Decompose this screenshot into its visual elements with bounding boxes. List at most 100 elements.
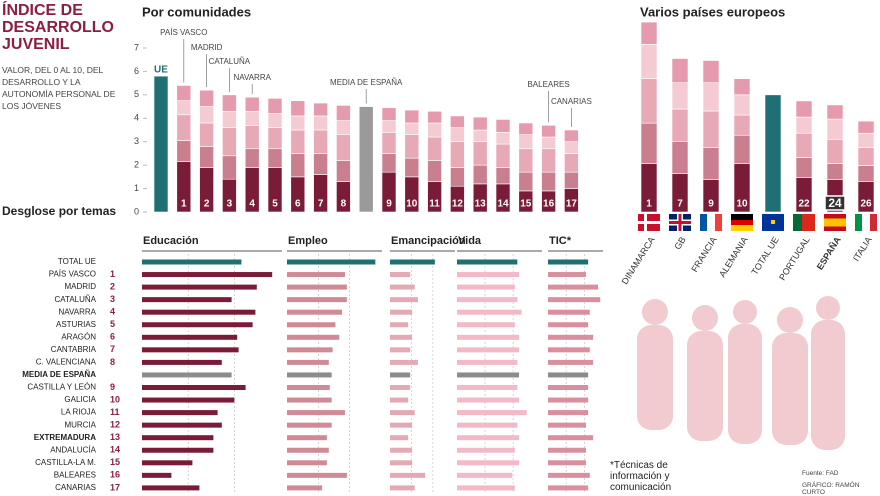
bar-rank: 17 xyxy=(566,199,578,210)
bar-annotation: UE xyxy=(154,65,168,76)
bar-segment xyxy=(313,115,328,131)
bar-annotation: PAÍS VASCO xyxy=(160,28,207,37)
country-label: FRANCIA xyxy=(689,235,718,274)
flag xyxy=(855,214,877,231)
bar xyxy=(548,272,586,278)
bar xyxy=(457,422,518,428)
bar-segment xyxy=(336,120,351,135)
bar-segment xyxy=(290,153,306,178)
bar-segment xyxy=(199,146,214,168)
row-rank: 11 xyxy=(110,407,120,417)
row-label: ASTURIAS xyxy=(56,320,96,329)
bar xyxy=(548,485,589,491)
bar xyxy=(457,472,513,478)
y-tick-label: 2 xyxy=(134,160,139,170)
bar xyxy=(390,385,411,390)
bar-segment xyxy=(199,89,214,107)
bar-rank: 1 xyxy=(646,199,652,210)
bar-segment xyxy=(427,160,442,182)
bar xyxy=(287,460,327,466)
bar-segment xyxy=(733,114,751,136)
chart-title: Varios países europeos xyxy=(640,4,785,19)
row-label: GALICIA xyxy=(64,395,96,404)
bar xyxy=(390,284,415,290)
bar-segment xyxy=(541,148,556,173)
row-label: CANTABRIA xyxy=(51,345,97,354)
row-label: CASTILLA Y LEÓN xyxy=(27,383,96,392)
bar-rank: 6 xyxy=(295,199,301,210)
flag-part xyxy=(731,225,753,231)
bar-segment xyxy=(671,108,689,142)
bar-segment xyxy=(222,155,237,180)
bar xyxy=(142,347,239,353)
bar xyxy=(548,397,589,403)
bar-segment xyxy=(702,147,720,180)
bar xyxy=(142,460,193,466)
bar xyxy=(457,347,520,353)
flag xyxy=(669,214,691,231)
flag-part xyxy=(669,221,691,224)
flag xyxy=(793,214,815,231)
bar-segment xyxy=(857,147,875,166)
bar-segment xyxy=(671,141,689,174)
country-label: DINAMARCA xyxy=(620,235,657,286)
bar xyxy=(142,397,235,403)
flag-part xyxy=(862,214,870,231)
bar-segment xyxy=(267,98,283,114)
bar-segment xyxy=(290,100,306,117)
bar xyxy=(142,297,232,303)
bar-segment xyxy=(564,171,579,189)
rank-box xyxy=(824,195,846,211)
country-label: GB xyxy=(672,235,687,251)
y-tick-label: 5 xyxy=(134,89,139,99)
bar xyxy=(287,372,332,378)
bar xyxy=(548,334,594,340)
bar xyxy=(142,309,256,315)
bar-rank: 3 xyxy=(227,199,233,210)
bar-segment xyxy=(153,75,169,213)
bar-segment xyxy=(244,110,260,126)
bar-segment xyxy=(472,141,488,166)
flag-part xyxy=(700,214,707,231)
bar xyxy=(390,259,435,265)
bar-segment xyxy=(495,167,511,185)
bar xyxy=(287,297,347,303)
bar-segment xyxy=(702,110,720,148)
flag-part xyxy=(638,221,660,224)
bar xyxy=(142,284,257,290)
bar xyxy=(390,297,418,303)
bar-segment xyxy=(857,120,875,134)
bar xyxy=(457,272,520,278)
flag xyxy=(824,214,846,231)
bar xyxy=(457,435,520,441)
bar xyxy=(142,359,222,365)
bar-segment xyxy=(427,110,442,124)
bar-rank: 7 xyxy=(318,199,324,210)
bar-segment xyxy=(702,82,720,112)
bar xyxy=(548,259,589,265)
bar-segment xyxy=(244,148,260,168)
bar-segment xyxy=(472,129,488,143)
bar xyxy=(142,410,218,416)
bar-segment xyxy=(404,157,420,178)
row-rank: 15 xyxy=(110,457,120,467)
flag-part xyxy=(802,214,815,231)
column-header: Emancipación xyxy=(391,235,466,247)
bar-segment xyxy=(358,106,374,213)
country-label: ALEMANIA xyxy=(717,235,750,279)
bar-segment xyxy=(671,58,689,84)
bar-annotation: BALEARES xyxy=(527,80,569,89)
row-label: ARAGÓN xyxy=(61,332,96,341)
bar xyxy=(548,422,586,428)
flag xyxy=(731,214,753,231)
bar-segment xyxy=(795,157,813,178)
bar xyxy=(142,322,253,328)
bar-segment xyxy=(733,94,751,116)
bar-rank: 16 xyxy=(543,199,555,210)
row-label: CANARIAS xyxy=(55,483,96,492)
bar xyxy=(457,322,515,328)
flag-part xyxy=(731,220,753,225)
bar-segment xyxy=(290,115,306,131)
bar xyxy=(287,359,329,365)
bar-annotation: MADRID xyxy=(191,43,223,52)
